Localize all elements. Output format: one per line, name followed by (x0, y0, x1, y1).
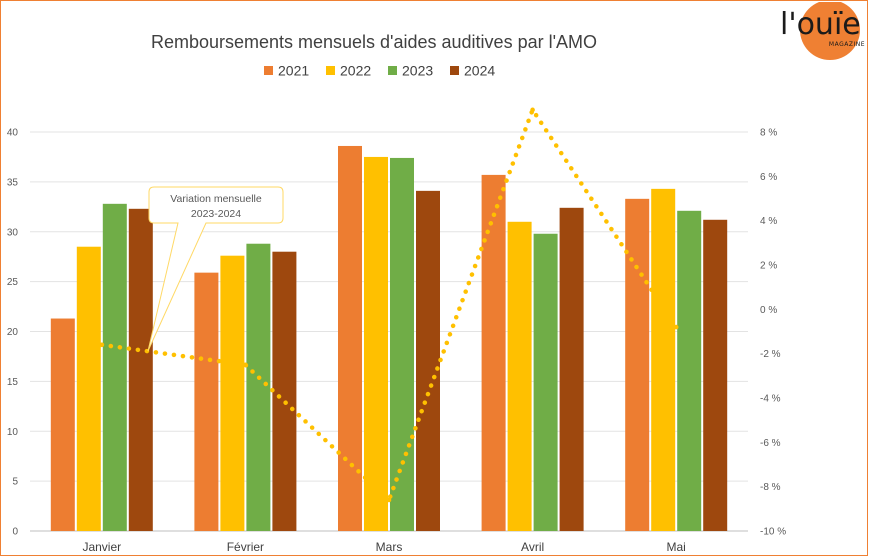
brand-logo: l'ouïe MAGAZINE (780, 2, 865, 60)
x-tick-label: Avril (521, 540, 544, 554)
bar-2024 (559, 207, 584, 531)
variation-point (530, 107, 535, 113)
bar-2022 (76, 246, 101, 531)
bar-2022 (651, 188, 676, 532)
y-tick-left: 20 (7, 327, 19, 338)
callout-box (147, 186, 284, 352)
bar-2022 (364, 156, 388, 531)
bar-2023 (390, 157, 414, 531)
logo-circle (800, 2, 860, 60)
y-tick-right: 6 % (760, 172, 777, 183)
bar-2021 (50, 318, 75, 531)
y-tick-right: 8 % (760, 128, 777, 139)
bar-2024 (416, 190, 440, 532)
bar-2023 (102, 203, 127, 531)
y-tick-right: -4 % (760, 394, 781, 405)
legend-swatch-2021 (264, 66, 273, 75)
x-tick-label: Mai (667, 540, 686, 554)
legend-swatch-2023 (388, 66, 397, 75)
variation-point (243, 362, 248, 368)
x-tick-label: Mars (376, 540, 403, 554)
y-axis-left: 0 5 10 15 20 25 30 35 40 (7, 128, 19, 538)
callout-line-1: Variation mensuelle (170, 193, 262, 205)
bar-2023 (533, 233, 558, 531)
bar-2021 (194, 272, 219, 531)
bar-2023 (677, 210, 702, 532)
variation-series-line (99, 104, 679, 504)
bar-2021 (625, 198, 650, 531)
logo-word: l'ouïe (780, 7, 861, 42)
legend-label-2022: 2022 (340, 63, 371, 79)
variation-point (386, 497, 392, 503)
y-tick-right: 0 % (760, 305, 777, 316)
x-axis: Janvier Février Mars Avril Mai (82, 540, 685, 554)
variation-point (673, 324, 679, 330)
y-tick-left: 35 (7, 177, 19, 188)
y-tick-right: -2 % (760, 349, 781, 360)
y-tick-right: -8 % (760, 482, 781, 493)
bar-2023 (246, 243, 271, 531)
y-tick-right: 2 % (760, 261, 777, 272)
y-tick-right: 4 % (760, 216, 777, 227)
chart-title: Remboursements mensuels d'aides auditive… (151, 32, 597, 52)
callout-line-2: 2023-2024 (191, 208, 241, 220)
y-tick-left: 40 (7, 128, 19, 139)
y-tick-left: 15 (7, 377, 19, 388)
variation-point (99, 342, 105, 348)
bar-2024 (128, 208, 153, 531)
legend-label-2024: 2024 (464, 63, 495, 79)
y-axis-right: -10 % -8 % -6 % -4 % -2 % 0 % 2 % 4 % 6 % 8 % (760, 128, 786, 538)
bar-2021 (338, 145, 362, 531)
y-tick-left: 30 (7, 227, 19, 238)
bar-2021 (481, 174, 506, 531)
y-tick-left: 5 (12, 477, 18, 488)
x-tick-label: Février (227, 540, 264, 554)
bars (50, 145, 728, 532)
y-tick-right: -10 % (760, 527, 786, 538)
bar-2022 (220, 255, 245, 531)
legend-swatch-2024 (450, 66, 459, 75)
legend: 2021 2022 2023 2024 (264, 63, 495, 79)
y-tick-left: 25 (7, 277, 19, 288)
y-tick-left: 0 (12, 527, 18, 538)
bar-2024 (703, 219, 728, 531)
x-tick-label: Janvier (82, 540, 121, 554)
legend-swatch-2022 (326, 66, 335, 75)
bar-2022 (507, 221, 532, 531)
bar-2024 (272, 251, 297, 531)
y-tick-right: -6 % (760, 438, 781, 449)
variation-callout: Variation mensuelle 2023-2024 (147, 186, 284, 352)
logo-sub: MAGAZINE (829, 41, 865, 48)
legend-label-2021: 2021 (278, 63, 309, 79)
legend-label-2023: 2023 (402, 63, 433, 79)
variation-line (99, 104, 679, 504)
y-tick-left: 10 (7, 427, 19, 438)
